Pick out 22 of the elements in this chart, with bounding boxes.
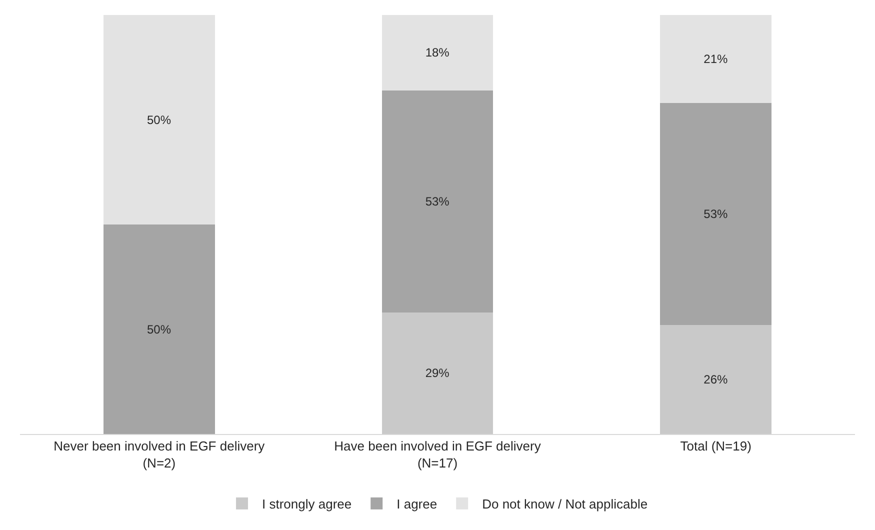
bar	[382, 15, 494, 90]
bar	[660, 15, 772, 103]
legend-label: I agree	[396, 496, 438, 512]
x-tick-label: Never been involved in EGF delivery (N=2)	[54, 438, 266, 470]
x-tick-label: Have been involved in EGF delivery (N=17)	[334, 438, 542, 470]
bar	[104, 15, 215, 224]
legend-label: Do not know / Not applicable	[482, 496, 648, 512]
data-label: 26%	[704, 372, 728, 387]
bar	[382, 312, 494, 434]
legend-label: I strongly agree	[262, 496, 352, 512]
data-label: 21%	[704, 52, 728, 66]
bar	[382, 90, 494, 312]
data-label: 18%	[425, 46, 450, 60]
data-label: 29%	[425, 366, 450, 380]
data-label: 53%	[425, 194, 450, 208]
data-label: 50%	[146, 112, 172, 127]
data-label: 50%	[146, 322, 172, 336]
bar	[104, 224, 215, 434]
data-label: 53%	[704, 207, 728, 222]
bar	[660, 325, 772, 434]
x-tick-label: Total (N=19)	[680, 438, 752, 454]
bar	[660, 102, 772, 326]
